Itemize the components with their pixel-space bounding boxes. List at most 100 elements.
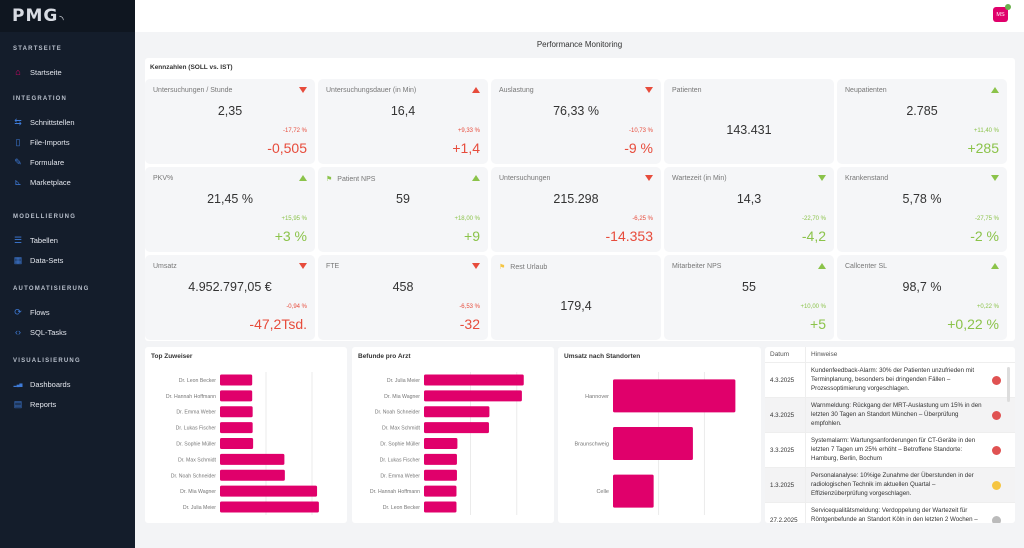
kpi-delta: +3 % (274, 228, 307, 244)
bar[interactable] (424, 501, 457, 513)
sidebar-item-file-imports[interactable]: ▯ File-Imports (13, 132, 135, 152)
sidebar-item-tabellen[interactable]: ☰ Tabellen (13, 230, 135, 250)
bar[interactable] (613, 474, 654, 508)
bar[interactable] (220, 406, 253, 418)
bar[interactable] (220, 485, 318, 497)
bar[interactable] (424, 390, 522, 402)
top-zuweiser-chart: Top Zuweiser Dr. Leon Becker Dr. Hannah H… (145, 347, 347, 523)
category-label: Dr. Sophie Müller (176, 442, 216, 448)
kpi-card[interactable]: Neupatienten 2.785 +11,40 % +285 (837, 79, 1007, 164)
kpi-card[interactable]: ⚑ Patient NPS 59 +18,00 % +9 (318, 167, 488, 252)
kpi-card[interactable]: Auslastung 76,33 % -10,73 % -9 % (491, 79, 661, 164)
category-label: Dr. Mia Wagner (384, 394, 420, 400)
bar[interactable] (220, 438, 254, 449)
kpi-card[interactable]: Patienten 143.431 (664, 79, 834, 164)
page-title: Performance Monitoring (536, 40, 623, 49)
status-indicator-icon (992, 480, 1001, 490)
sidebar-item-schnittstellen[interactable]: ⇆ Schnittstellen (13, 112, 135, 132)
kpi-value: 143.431 (726, 123, 772, 137)
bar[interactable] (424, 469, 457, 481)
category-label: Dr. Julia Meier (183, 505, 216, 511)
category-label: Dr. Lukas Fischer (380, 457, 421, 463)
table-row[interactable]: 3.3.2025 Systemalarm: Wartungsanforderung… (765, 433, 1015, 468)
sidebar-item-marketplace[interactable]: ⊾ Marketplace (13, 172, 135, 192)
kpi-label-text: Neupatienten (845, 87, 887, 94)
status-indicator-icon (992, 515, 1001, 523)
bar[interactable] (220, 422, 253, 434)
sidebar-item-label: Tabellen (30, 235, 58, 245)
nav-heading: INTEGRATION (13, 96, 68, 102)
kpi-label-text: Patienten (672, 87, 702, 94)
kpi-label: Untersuchungen (499, 175, 550, 182)
bar[interactable] (613, 379, 736, 413)
sidebar-item-reports[interactable]: ▤ Reports (13, 394, 135, 414)
trend-down-icon (645, 175, 653, 181)
bar[interactable] (220, 453, 285, 465)
sidebar-item-sql-tasks[interactable]: ‹› SQL-Tasks (13, 322, 135, 342)
kpi-card[interactable]: FTE 458 -6,53 % -32 (318, 255, 488, 340)
column-header-notes[interactable]: Hinweise (811, 351, 838, 358)
interface-icon: ⇆ (14, 116, 22, 127)
bar[interactable] (220, 374, 253, 386)
table-icon: ☰ (13, 234, 23, 245)
sidebar-item-label: Startseite (30, 67, 62, 77)
flag-icon: ⚑ (499, 264, 506, 271)
kpi-label-text: Patient NPS (337, 175, 376, 183)
bar[interactable] (424, 453, 457, 465)
kpi-label: Callcenter SL (845, 263, 887, 270)
category-label: Dr. Noah Schneider (171, 473, 217, 479)
column-header-date[interactable]: Datum (765, 347, 806, 362)
sidebar-item-flows[interactable]: ⟳ Flows (13, 302, 135, 322)
kpi-delta: -4,2 (801, 228, 826, 244)
bar[interactable] (220, 390, 253, 402)
bar[interactable] (613, 427, 693, 460)
bar[interactable] (424, 422, 489, 434)
kpi-card[interactable]: Callcenter SL 98,7 % +0,22 % +0,22 % (837, 255, 1007, 340)
note-text: Kundenfeedback-Alarm: 30% der Patienten … (811, 367, 975, 392)
bar[interactable] (220, 469, 285, 481)
kpi-card[interactable]: Untersuchungen / Stunde 2,35 -17,72 % -0,50… (145, 79, 315, 164)
kpi-delta: +9 (464, 228, 480, 244)
user-avatar[interactable]: MS (993, 4, 1011, 22)
trend-up-icon (472, 87, 480, 93)
table-row[interactable]: 4.3.2025 Kundenfeedback-Alarm: 30% der Pa… (765, 363, 1015, 398)
home-icon: ⌂ (15, 67, 21, 77)
kpi-value: 14,3 (736, 192, 762, 206)
trend-down-icon (472, 263, 480, 269)
kpi-card[interactable]: ⚑ Rest Urlaub 179,4 (491, 255, 661, 340)
kpi-value: 179,4 (560, 299, 592, 313)
bar[interactable] (424, 485, 457, 497)
table-row[interactable]: 27.2.2025 Servicequalitätsmeldung: Verdop… (765, 503, 1015, 523)
kpi-card[interactable]: Umsatz 4.952.797,05 € -0,94 % -47,2Tsd. (145, 255, 315, 340)
kpi-value: 55 (742, 280, 756, 294)
sidebar-item-data-sets[interactable]: ▦ Data-Sets (13, 250, 135, 270)
bar[interactable] (424, 406, 490, 418)
sidebar-item-dashboards[interactable]: ▂▄▆ Dashboards (13, 374, 135, 394)
sidebar-item-startseite[interactable]: ⌂ Startseite (13, 62, 135, 82)
scrollbar[interactable] (1007, 367, 1010, 402)
table-row[interactable]: 4.3.2025 Warnmeldung: Rückgang der MRT-Au… (765, 398, 1015, 433)
kpi-card[interactable]: Mitarbeiter NPS 55 +10,00 % +5 (664, 255, 834, 340)
table-body: 4.3.2025 Kundenfeedback-Alarm: 30% der Pa… (765, 363, 1015, 523)
kpi-card[interactable]: Untersuchungen 215.298 -6,25 % -14.353 (491, 167, 661, 252)
kpi-card[interactable]: PKV% 21,45 % +15,95 % +3 % (145, 167, 315, 252)
app-logo[interactable]: PMG◝ (12, 6, 65, 26)
kpi-card[interactable]: Wartezeit (in Min) 14,3 -22,70 % -4,2 (664, 167, 834, 252)
table-header: Datum Hinweise (765, 347, 1015, 363)
sidebar-item-formulare[interactable]: ✎ Formulare (13, 152, 135, 172)
table-row[interactable]: 1.3.2025 Personalanalyse: 10%ige Zunahme … (765, 468, 1015, 503)
kpi-card[interactable]: Krankenstand 5,78 % -27,75 % -2 % (837, 167, 1007, 252)
nav-heading: MODELLIERUNG (13, 214, 77, 220)
bar[interactable] (424, 438, 458, 449)
category-label: Dr. Leon Becker (383, 505, 420, 511)
kpi-label-text: Krankenstand (845, 175, 889, 182)
bar[interactable] (220, 501, 319, 513)
kpi-percent-change: -27,75 % (974, 216, 999, 222)
kpi-label-text: PKV% (153, 175, 174, 182)
trend-up-icon (299, 175, 307, 181)
kpi-card[interactable]: Untersuchungsdauer (in Min) 16,4 +9,33 % +1… (318, 79, 488, 164)
bar[interactable] (424, 374, 524, 386)
kpi-percent-change: -6,25 % (632, 216, 653, 222)
kpi-value: 21,45 % (207, 192, 253, 206)
chart-title: Befunde pro Arzt (358, 353, 411, 360)
